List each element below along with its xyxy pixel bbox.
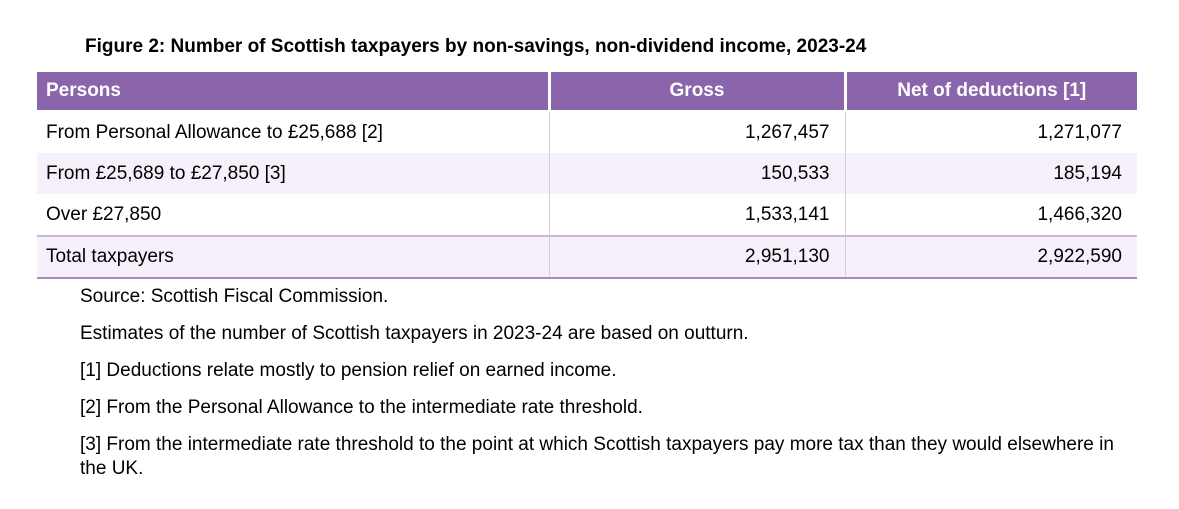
- net-value: 1,271,077: [844, 111, 1137, 153]
- column-header-net-of-deductions: Net of deductions [1]: [843, 72, 1137, 112]
- row-label: From Personal Allowance to £25,688 [2]: [37, 111, 549, 153]
- table-header-row: Persons Gross Net of deductions [1]: [37, 72, 1137, 112]
- gross-value: 1,267,457: [548, 111, 845, 153]
- estimates-note: Estimates of the number of Scottish taxp…: [80, 323, 749, 344]
- net-value: 185,194: [844, 153, 1137, 194]
- row-label: From £25,689 to £27,850 [3]: [37, 153, 549, 194]
- source-note: Source: Scottish Fiscal Commission.: [80, 286, 389, 307]
- gross-value: 150,533: [548, 153, 845, 194]
- row-label: Over £27,850: [37, 194, 549, 236]
- table-row: Over £27,850 1,533,141 1,466,320: [37, 194, 1137, 236]
- footnotes: Source: Scottish Fiscal Commission. Esti…: [80, 285, 1126, 494]
- figure-title: Figure 2: Number of Scottish taxpayers b…: [85, 36, 867, 57]
- gross-value: 1,533,141: [548, 194, 845, 236]
- table-row: From Personal Allowance to £25,688 [2] 1…: [37, 111, 1137, 153]
- total-label: Total taxpayers: [37, 235, 549, 279]
- footnote-2: [2] From the Personal Allowance to the i…: [80, 397, 643, 418]
- taxpayers-table: Persons Gross Net of deductions [1] From…: [37, 72, 1137, 279]
- footnote-1: [1] Deductions relate mostly to pension …: [80, 360, 617, 381]
- net-value: 1,466,320: [844, 194, 1137, 236]
- footnote-3: [3] From the intermediate rate threshold…: [80, 434, 1114, 479]
- column-header-gross: Gross: [547, 72, 845, 112]
- table-row: From £25,689 to £27,850 [3] 150,533 185,…: [37, 153, 1137, 194]
- total-gross-value: 2,951,130: [548, 235, 845, 279]
- total-row: Total taxpayers 2,951,130 2,922,590: [37, 235, 1137, 279]
- total-net-value: 2,922,590: [844, 235, 1137, 279]
- column-header-persons: Persons: [37, 72, 549, 112]
